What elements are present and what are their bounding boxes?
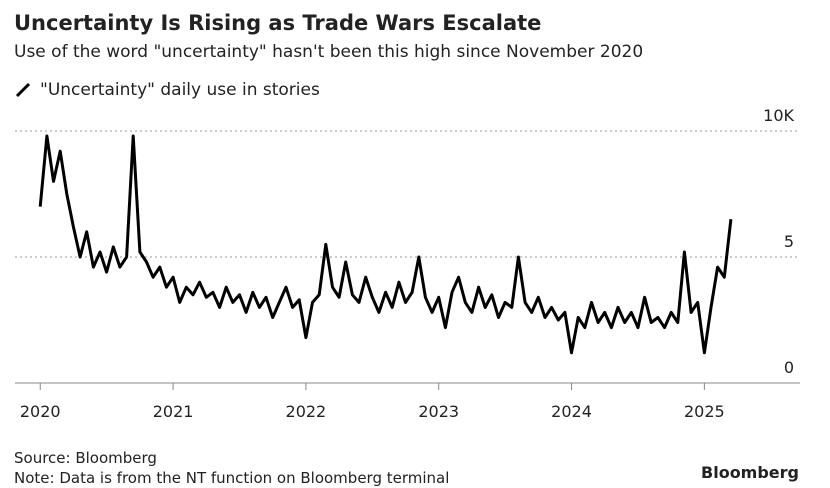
- x-tick-label: 2023: [418, 402, 459, 421]
- legend-label: "Uncertainty" daily use in stories: [40, 80, 320, 100]
- chart-subtitle: Use of the word "uncertainty" hasn't bee…: [14, 42, 643, 62]
- note: Note: Data is from the NT function on Bl…: [14, 469, 449, 487]
- y-tick-label: 10K: [763, 106, 794, 125]
- logo: Bloomberg: [701, 463, 799, 482]
- x-tick-label: 2022: [286, 402, 327, 421]
- x-tick-label: 2025: [684, 402, 725, 421]
- series-line: [38, 134, 733, 355]
- x-tick-label: 2020: [20, 402, 61, 421]
- x-tick-label: 2021: [153, 402, 194, 421]
- y-tick-label: 5: [784, 232, 794, 251]
- chart-title: Uncertainty Is Rising as Trade Wars Esca…: [14, 11, 541, 35]
- x-tick-label: 2024: [551, 402, 592, 421]
- y-tick-label: 0: [784, 358, 794, 377]
- source: Source: Bloomberg: [14, 449, 157, 467]
- legend-swatch: [15, 82, 31, 98]
